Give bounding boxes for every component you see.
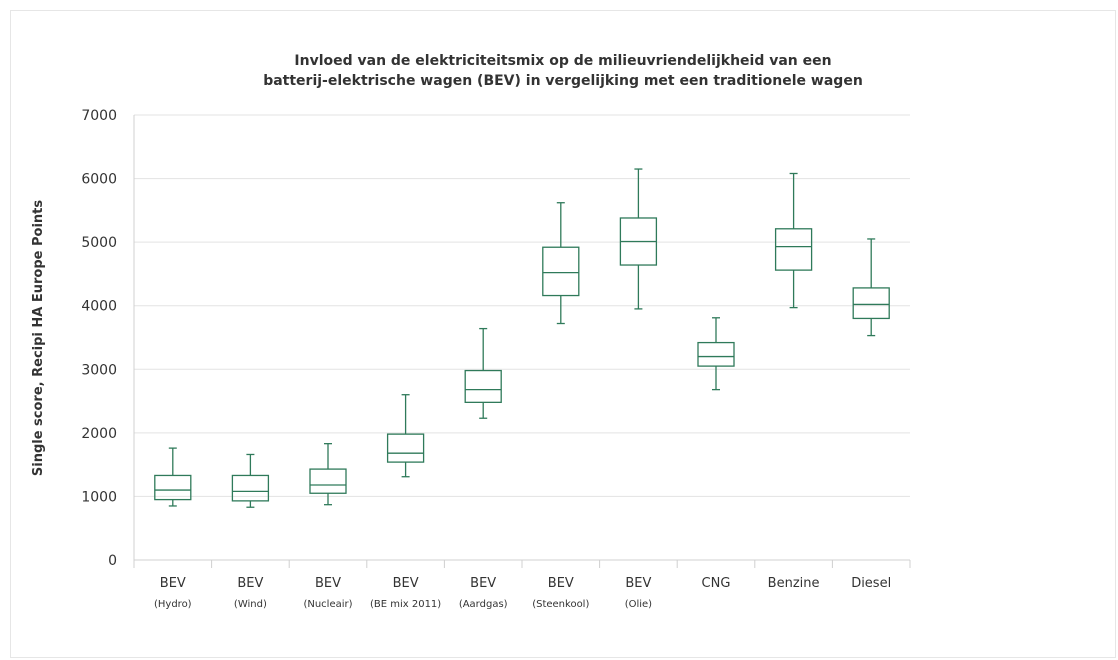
x-category-sublabel: (Steenkool) [532, 599, 589, 610]
x-category-label: BEV [160, 576, 186, 591]
box-1 [154, 447, 192, 507]
box-5 [464, 327, 502, 419]
box-iqr [231, 474, 270, 502]
box-iqr [697, 341, 735, 367]
box-9 [774, 172, 813, 309]
y-tick-label: 7000 [81, 108, 117, 124]
x-category-label: BEV [315, 576, 341, 591]
x-category-label: Diesel [851, 576, 891, 591]
chart-title: Invloed van de elektriciteitsmix op de m… [263, 53, 863, 89]
chart-title-line-1: Invloed van de elektriciteitsmix op de m… [294, 53, 831, 69]
box-series [154, 168, 890, 508]
y-tick-label: 6000 [81, 172, 117, 188]
box-iqr [464, 369, 502, 403]
x-category-label: Benzine [768, 576, 820, 591]
x-category-sublabel: (Wind) [234, 599, 267, 610]
box-8 [697, 317, 735, 391]
x-category-label: BEV [393, 576, 419, 591]
box-iqr [542, 246, 580, 297]
y-tick-label: 3000 [81, 362, 117, 378]
x-axis: BEV (Hydro) BEV (Wind) BEV (Nucleair) BEV (BE m… [133, 115, 911, 610]
box-2 [231, 453, 270, 508]
chart-title-line-2: batterij-elektrische wagen (BEV) in verg… [263, 73, 863, 89]
gridlines [134, 114, 910, 497]
y-tick-label: 5000 [81, 235, 117, 251]
x-category-label: CNG [702, 576, 731, 591]
y-tick-labels: 0 1000 2000 3000 4000 5000 6000 7000 [81, 108, 117, 569]
box-4 [386, 394, 425, 478]
box-iqr [154, 474, 192, 501]
x-category-label: BEV [470, 576, 496, 591]
y-tick-label: 0 [108, 553, 117, 569]
box-6 [542, 202, 580, 325]
box-iqr [309, 468, 347, 494]
x-category-sublabel: (Hydro) [154, 599, 192, 610]
box-3 [309, 443, 347, 506]
box-10 [852, 238, 890, 337]
x-category-label: BEV [548, 576, 574, 591]
x-category-label: BEV [625, 576, 651, 591]
y-axis-label: Single score, Recipi HA Europe Points [31, 200, 46, 476]
box-iqr [852, 287, 890, 320]
box-iqr [774, 228, 813, 271]
x-category-sublabel: (Olie) [625, 599, 652, 610]
y-tick-label: 4000 [81, 299, 117, 315]
box-7 [619, 168, 658, 310]
x-category-sublabel: (Nucleair) [303, 599, 352, 610]
x-category-sublabel: (BE mix 2011) [370, 599, 441, 610]
y-tick-label: 1000 [81, 489, 117, 505]
chart-frame [10, 10, 1116, 658]
x-category-label: BEV [237, 576, 263, 591]
y-tick-label: 2000 [81, 426, 117, 442]
box-iqr [386, 433, 425, 463]
x-category-sublabel: (Aardgas) [459, 599, 508, 610]
